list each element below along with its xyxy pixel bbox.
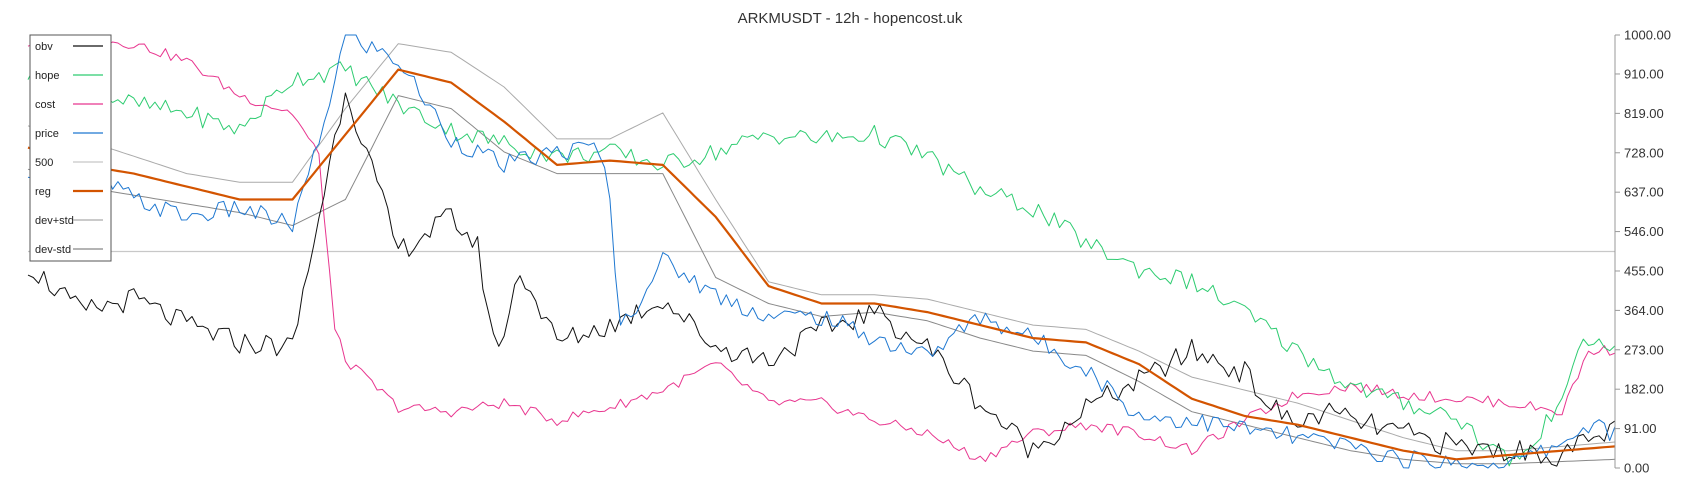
series-line-reg	[27, 68, 1616, 461]
legend-label-price: price	[35, 128, 59, 140]
legend-label-reg: reg	[35, 186, 51, 198]
legend-label-obv: obv	[35, 41, 53, 53]
y-axis: 1000.00 910.00 819.00 728.00 637.00 546.00 455…	[1614, 28, 1671, 476]
y-tick-label: 910.00	[1624, 66, 1664, 81]
y-tick-label: 637.00	[1624, 185, 1664, 200]
legend-label-500: 500	[35, 157, 53, 169]
legend-label-dev-std: dev+std	[35, 215, 74, 227]
series-line-hope	[27, 61, 1616, 467]
y-tick-label: 546.00	[1624, 224, 1664, 239]
series-line-price	[27, 34, 1616, 469]
y-tick-label: 819.00	[1624, 106, 1664, 121]
series-line-dev-std	[27, 43, 1616, 452]
y-tick-label: 455.00	[1624, 263, 1664, 278]
legend-label-hope: hope	[35, 70, 59, 82]
series-layer	[27, 34, 1616, 469]
y-tick-label: 91.00	[1624, 421, 1657, 436]
y-tick-label: 1000.00	[1624, 28, 1671, 43]
legend-label-dev-std: dev-std	[35, 244, 71, 256]
y-tick-label: 364.00	[1624, 303, 1664, 318]
y-tick-label: 182.00	[1624, 382, 1664, 397]
y-tick-label: 728.00	[1624, 145, 1664, 160]
legend-box	[29, 34, 112, 262]
y-tick-label: 0.00	[1624, 461, 1649, 476]
legend-label-cost: cost	[35, 99, 55, 111]
series-line-cost	[27, 36, 1616, 462]
legend: obv hope cost price 500 reg dev+std dev-std	[29, 34, 112, 262]
y-tick-label: 273.00	[1624, 342, 1664, 357]
series-line-obv	[27, 92, 1616, 467]
chart-title: ARKMUSDT - 12h - hopencost.uk	[737, 10, 963, 27]
series-line-dev-std	[27, 95, 1616, 465]
